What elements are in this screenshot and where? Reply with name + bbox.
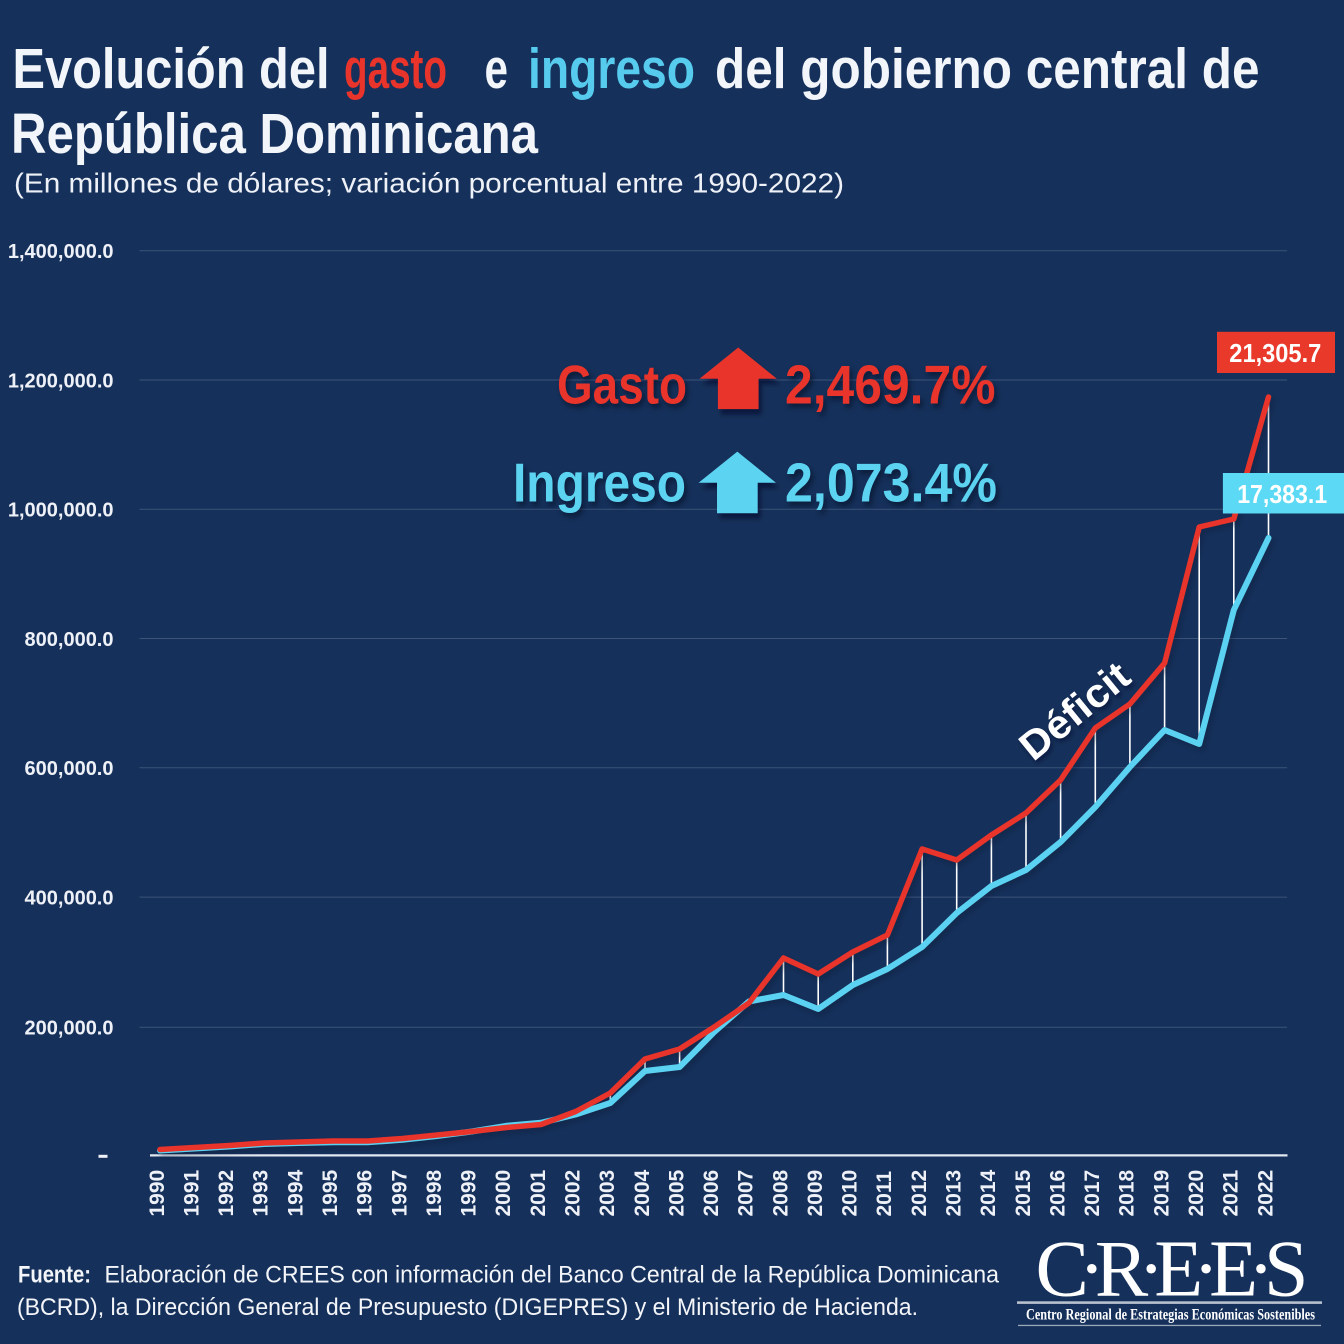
- svg-text:2011: 2011: [873, 1171, 896, 1217]
- svg-text:Ingreso: Ingreso: [513, 452, 686, 514]
- svg-text:ingreso: ingreso: [528, 37, 695, 101]
- svg-text:2020: 2020: [1185, 1170, 1208, 1217]
- svg-text:Gasto: Gasto: [557, 354, 687, 416]
- svg-text:2006: 2006: [700, 1170, 723, 1217]
- svg-text:800,000.0: 800,000.0: [25, 629, 114, 651]
- svg-text:21,305.7: 21,305.7: [1229, 338, 1321, 368]
- svg-text:República Dominicana: República Dominicana: [11, 102, 539, 166]
- svg-text:1,000,000.0: 1,000,000.0: [8, 500, 114, 522]
- svg-text:1993: 1993: [250, 1170, 273, 1217]
- svg-text:Centro Regional de Estrategias: Centro Regional de Estrategias Económica…: [1026, 1307, 1315, 1324]
- svg-text:gasto: gasto: [344, 37, 447, 101]
- svg-text:2021: 2021: [1220, 1169, 1243, 1216]
- svg-text:2005: 2005: [665, 1169, 688, 1216]
- svg-text:400,000.0: 400,000.0: [25, 887, 114, 909]
- svg-text:2017: 2017: [1081, 1170, 1104, 1217]
- svg-text:1995: 1995: [319, 1169, 342, 1216]
- svg-text:1998: 1998: [423, 1169, 446, 1216]
- svg-text:1991: 1991: [180, 1169, 203, 1216]
- svg-text:2010: 2010: [839, 1170, 862, 1217]
- svg-text:2001: 2001: [527, 1169, 550, 1216]
- svg-text:Elaboración de CREES con infor: Elaboración de CREES con información del…: [105, 1262, 1000, 1289]
- svg-text:1997: 1997: [388, 1170, 411, 1217]
- svg-text:2007: 2007: [735, 1170, 758, 1217]
- svg-text:1994: 1994: [284, 1169, 307, 1216]
- svg-text:2,469.7%: 2,469.7%: [785, 354, 996, 416]
- svg-text:1999: 1999: [458, 1170, 481, 1217]
- svg-text:Evolución del: Evolución del: [13, 37, 330, 101]
- svg-text:17,383.1: 17,383.1: [1237, 479, 1327, 509]
- svg-text:1996: 1996: [354, 1170, 377, 1217]
- svg-text:2015: 2015: [1012, 1169, 1035, 1216]
- svg-text:1,400,000.0: 1,400,000.0: [8, 241, 114, 263]
- svg-text:2003: 2003: [596, 1170, 619, 1217]
- svg-text:2,073.4%: 2,073.4%: [785, 452, 997, 514]
- svg-text:del gobierno central de: del gobierno central de: [715, 37, 1260, 101]
- svg-text:(BCRD), la Dirección General d: (BCRD), la Dirección General de Presupue…: [17, 1294, 918, 1321]
- svg-text:2012: 2012: [908, 1170, 931, 1217]
- svg-text:Fuente:: Fuente:: [18, 1262, 91, 1289]
- svg-text:C·R·E·E·S: C·R·E·E·S: [1036, 1226, 1309, 1314]
- svg-text:2004: 2004: [631, 1169, 654, 1216]
- svg-text:2019: 2019: [1150, 1170, 1173, 1217]
- svg-text:2013: 2013: [943, 1170, 966, 1217]
- svg-text:(En millones de dólares; varia: (En millones de dólares; variación porce…: [14, 168, 844, 199]
- svg-text:2016: 2016: [1046, 1170, 1069, 1217]
- svg-text:600,000.0: 600,000.0: [25, 758, 114, 780]
- svg-text:2002: 2002: [562, 1170, 585, 1217]
- svg-text:2000: 2000: [492, 1170, 515, 1217]
- svg-text:1990: 1990: [146, 1170, 169, 1217]
- svg-text:2008: 2008: [769, 1169, 792, 1216]
- svg-text:200,000.0: 200,000.0: [25, 1018, 114, 1040]
- svg-text:e: e: [485, 37, 509, 101]
- svg-text:2014: 2014: [977, 1169, 1000, 1216]
- svg-text:2009: 2009: [804, 1170, 827, 1217]
- svg-text:2018: 2018: [1116, 1169, 1139, 1216]
- svg-text:2022: 2022: [1254, 1170, 1277, 1217]
- svg-text:1992: 1992: [215, 1170, 238, 1217]
- svg-text:1,200,000.0: 1,200,000.0: [8, 370, 114, 392]
